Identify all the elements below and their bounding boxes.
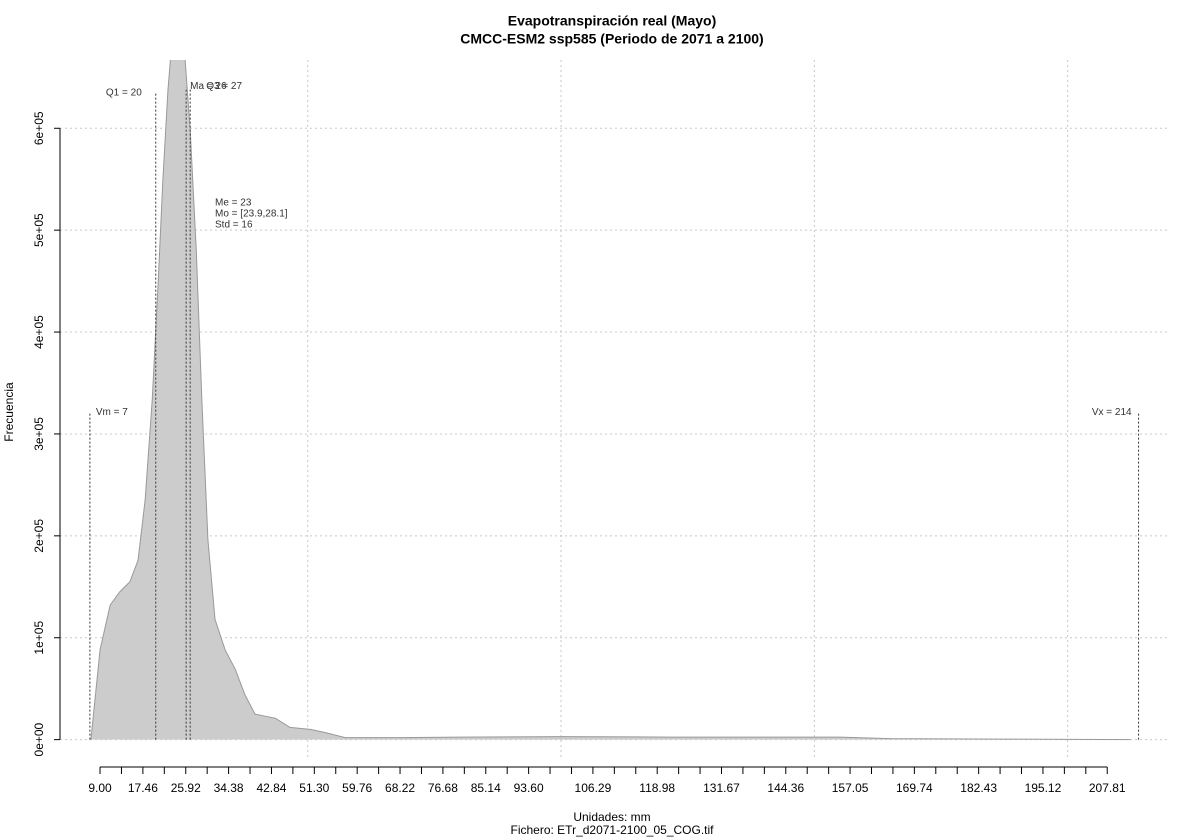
density-line	[90, 60, 1131, 741]
annotation-label: Ma = 26	[190, 81, 227, 92]
chart-title: Evapotranspiración real (Mayo)	[508, 13, 717, 29]
x-tick-label: 68.22	[385, 781, 415, 795]
y-tick-label: 5e+05	[32, 213, 46, 247]
y-tick-label: 2e+05	[32, 519, 46, 553]
x-tick-label: 34.38	[214, 781, 244, 795]
y-tick-label: 1e+05	[32, 621, 46, 655]
file-label: Fichero: ETr_d2071-2100_05_COG.tif	[511, 823, 715, 837]
x-tick-label: 42.84	[256, 781, 286, 795]
stats-label: Mo = [23.9,28.1]	[215, 209, 288, 220]
chart-subtitle: CMCC-ESM2 ssp585 (Periodo de 2071 a 2100…	[460, 31, 763, 47]
x-tick-label: 93.60	[514, 781, 544, 795]
x-tick-label: 17.46	[128, 781, 158, 795]
stats-label: Std = 16	[215, 220, 253, 231]
x-tick-label: 144.36	[767, 781, 804, 795]
x-tick-label: 85.14	[471, 781, 501, 795]
x-tick-label: 118.98	[639, 781, 675, 795]
x-tick-label: 59.76	[342, 781, 372, 795]
annotation-label: Q3 = 27	[206, 81, 242, 92]
annotation-label: Vm = 7	[96, 407, 128, 418]
x-tick-label: 207.81	[1089, 781, 1126, 795]
x-tick-label: 9.00	[88, 781, 112, 795]
stats-label: Me = 23	[215, 198, 252, 209]
annotation-label: Q1 = 20	[106, 87, 142, 98]
y-tick-label: 3e+05	[32, 417, 46, 451]
y-tick-label: 4e+05	[32, 315, 46, 349]
density-area	[90, 60, 1131, 740]
y-axis-label: Frecuencia	[2, 382, 16, 442]
y-tick-label: 0e+00	[32, 722, 46, 756]
x-tick-label: 195.12	[1025, 781, 1062, 795]
x-tick-label: 169.74	[896, 781, 933, 795]
x-tick-label: 106.29	[575, 781, 612, 795]
x-axis-label: Unidades: mm	[573, 810, 650, 824]
annotation-label: Vx = 214	[1092, 407, 1132, 418]
x-tick-label: 51.30	[299, 781, 329, 795]
plot-area	[90, 60, 1131, 741]
y-tick-label: 6e+05	[32, 111, 46, 145]
x-tick-label: 182.43	[960, 781, 997, 795]
x-tick-label: 76.68	[428, 781, 458, 795]
x-tick-label: 25.92	[171, 781, 201, 795]
x-tick-label: 157.05	[832, 781, 869, 795]
x-tick-label: 131.67	[703, 781, 740, 795]
